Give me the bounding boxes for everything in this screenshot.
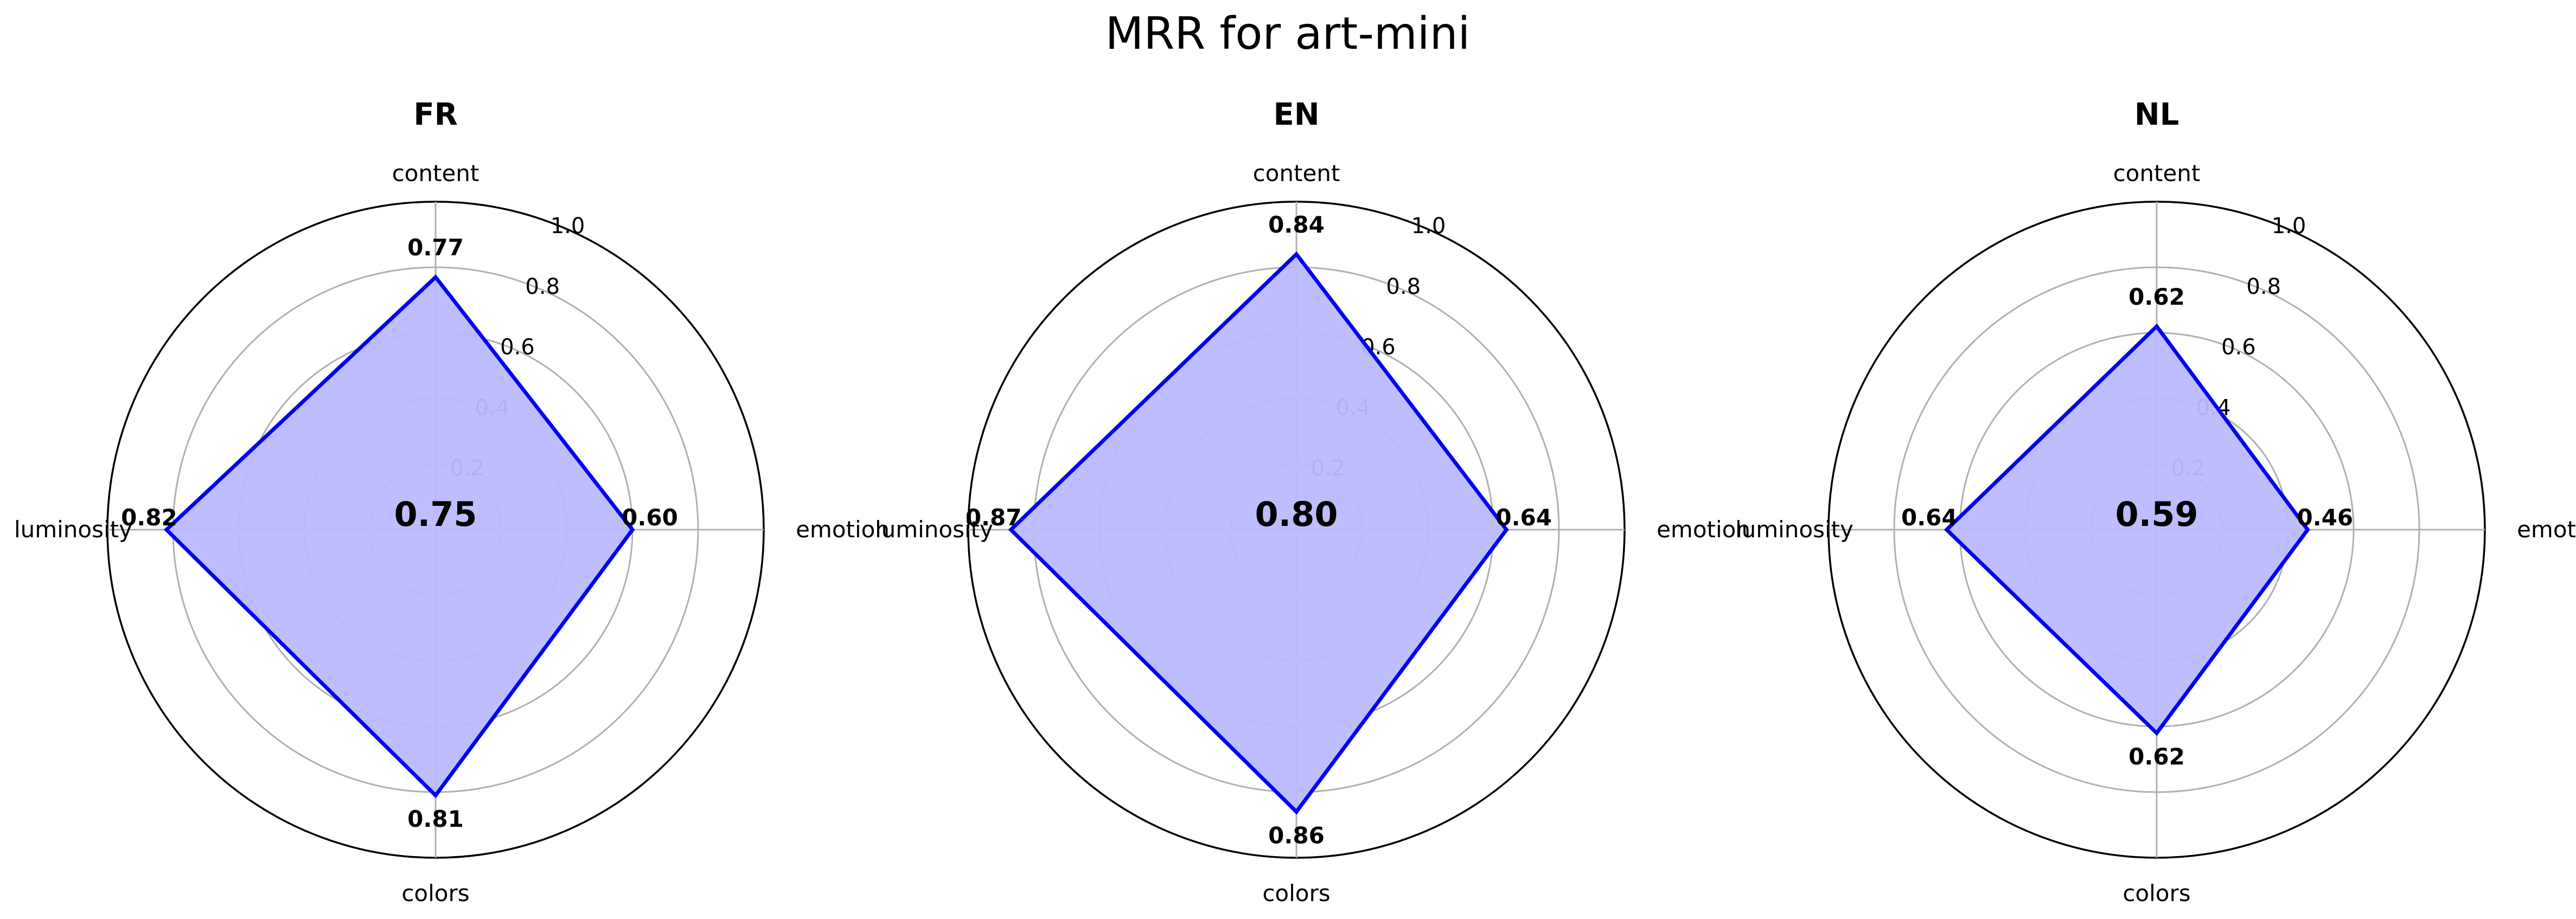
value-label-emotion: 0.64 (1495, 504, 1552, 531)
rtick-label: 1.0 (2272, 214, 2306, 239)
value-label-emotion: 0.60 (622, 504, 678, 531)
axis-label-colors: colors (2123, 880, 2190, 907)
radar-panel-en: EN0.20.40.60.81.0contentemotioncolorslum… (875, 97, 1750, 907)
center-score-label: 0.80 (1255, 494, 1338, 534)
axis-label-luminosity: luminosity (14, 516, 132, 543)
value-label-content: 0.84 (1268, 211, 1325, 238)
radar-panel-fr: FR0.20.40.60.81.0contentemotioncolorslum… (14, 97, 890, 907)
axis-label-colors: colors (401, 880, 469, 907)
value-label-luminosity: 0.82 (121, 504, 177, 531)
series-area (1946, 326, 2308, 734)
series-area (166, 277, 632, 796)
value-label-colors: 0.81 (407, 806, 464, 832)
axis-label-content: content (1253, 160, 1340, 187)
rtick-label: 0.6 (2221, 335, 2256, 360)
rtick-label: 0.8 (2246, 274, 2281, 299)
figure-title: MRR for art-mini (1105, 8, 1471, 60)
value-label-emotion: 0.46 (2297, 504, 2353, 531)
panel-title: EN (1273, 97, 1319, 132)
center-score-label: 0.75 (394, 494, 477, 534)
axis-label-emotion: emotion (1657, 516, 1750, 543)
rtick-label: 0.8 (1386, 274, 1421, 299)
axis-label-luminosity: luminosity (875, 516, 993, 543)
rtick-label: 1.0 (551, 214, 585, 239)
rtick-label: 1.0 (1411, 214, 1446, 239)
radar-panel-nl: NL0.20.40.60.81.0contentemotioncolorslum… (1735, 97, 2576, 907)
series-line (1008, 251, 1509, 815)
value-label-colors: 0.86 (1268, 822, 1325, 849)
rtick-label: 0.6 (500, 335, 535, 360)
axis-label-content: content (392, 160, 480, 187)
axis-label-colors: colors (1262, 880, 1330, 907)
series-line (163, 274, 635, 799)
panel-title: NL (2134, 97, 2179, 132)
value-label-luminosity: 0.87 (966, 504, 1022, 531)
series-area (1011, 254, 1507, 812)
series-line (1944, 323, 2310, 736)
panel-title: FR (413, 97, 457, 132)
value-label-content: 0.62 (2128, 284, 2185, 310)
value-label-colors: 0.62 (2128, 743, 2185, 770)
radar-panels: FR0.20.40.60.81.0contentemotioncolorslum… (14, 97, 2576, 907)
axis-label-emotion: emotion (2517, 516, 2576, 543)
center-score-label: 0.59 (2115, 494, 2198, 534)
axis-label-content: content (2113, 160, 2201, 187)
axis-label-emotion: emotion (796, 516, 890, 543)
rtick-label: 0.8 (525, 274, 560, 299)
value-label-luminosity: 0.64 (1901, 504, 1958, 531)
value-label-content: 0.77 (407, 234, 464, 261)
axis-label-luminosity: luminosity (1735, 516, 1853, 543)
